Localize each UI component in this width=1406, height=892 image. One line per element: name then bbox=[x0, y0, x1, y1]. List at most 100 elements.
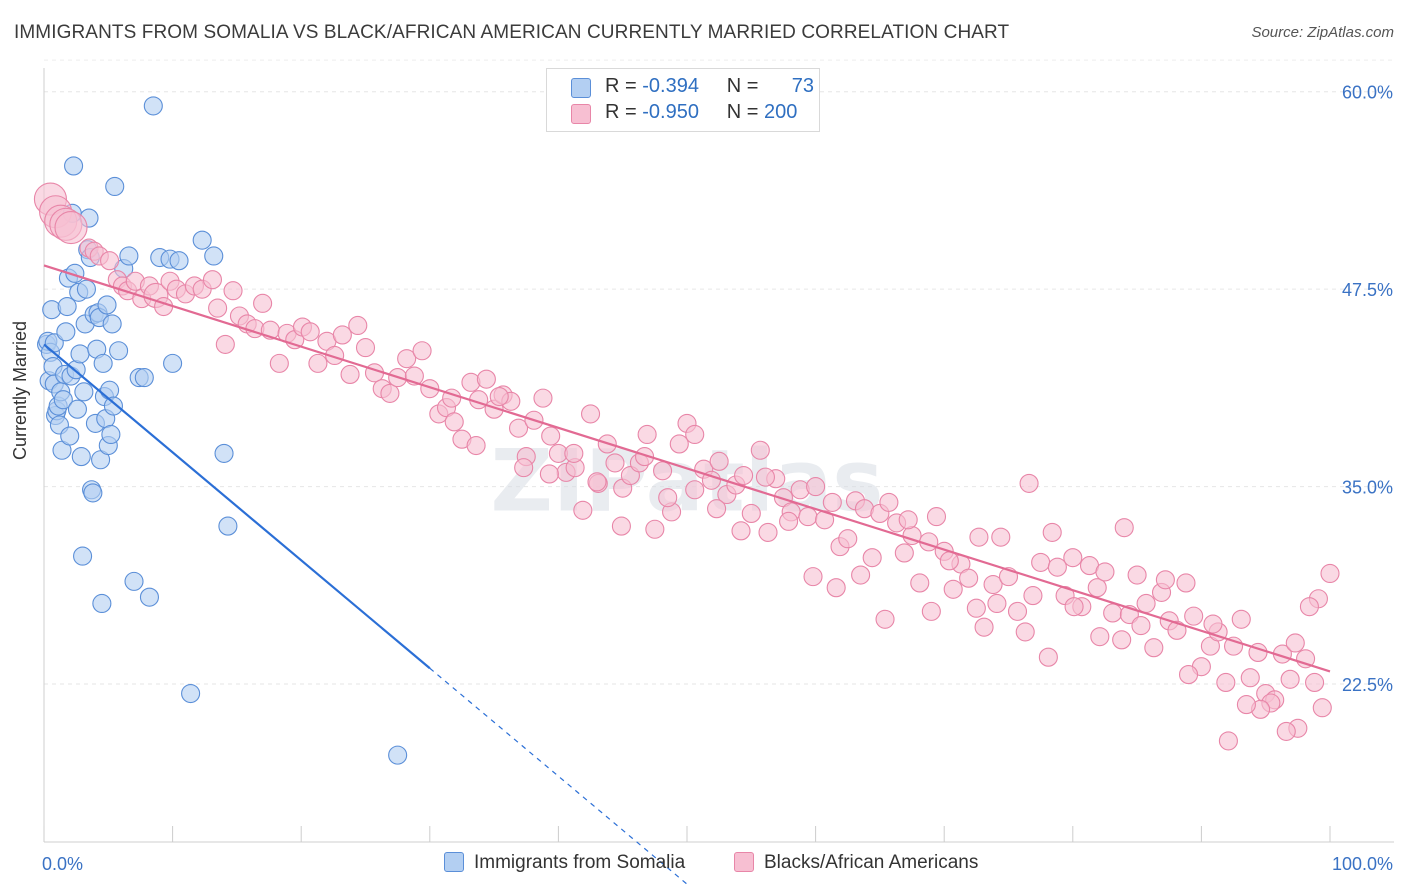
point-black bbox=[397, 349, 417, 369]
point-black bbox=[1087, 578, 1107, 598]
point-black bbox=[879, 492, 899, 512]
point-black bbox=[1015, 622, 1035, 642]
point-black bbox=[755, 467, 775, 487]
point-black bbox=[826, 578, 846, 598]
point-black bbox=[1019, 473, 1039, 493]
y-tick-label: 47.5% bbox=[1342, 280, 1393, 300]
point-somalia bbox=[181, 683, 201, 704]
point-somalia bbox=[204, 246, 224, 266]
bottom-legend-label-somalia: Immigrants from Somalia bbox=[474, 852, 686, 873]
point-black bbox=[100, 251, 120, 271]
point-somalia bbox=[64, 156, 84, 176]
point-black bbox=[806, 477, 826, 497]
point-somalia bbox=[93, 353, 113, 373]
point-somalia bbox=[134, 368, 154, 388]
point-black bbox=[1236, 695, 1256, 715]
point-black bbox=[966, 598, 986, 618]
y-tick-label: 22.5% bbox=[1342, 675, 1393, 695]
point-black bbox=[533, 388, 553, 408]
point-somalia bbox=[124, 571, 144, 591]
point-black bbox=[508, 418, 529, 438]
point-black bbox=[1176, 573, 1196, 593]
n-label: N = bbox=[726, 101, 759, 123]
point-black bbox=[269, 353, 289, 373]
point-black bbox=[580, 404, 601, 424]
point-black bbox=[875, 609, 895, 629]
point-black bbox=[1114, 518, 1134, 538]
y-axis-label: Currently Married bbox=[10, 320, 30, 460]
point-black bbox=[959, 568, 979, 588]
point-black bbox=[1007, 601, 1028, 621]
point-black bbox=[790, 480, 810, 500]
point-somalia bbox=[42, 300, 62, 320]
point-black bbox=[420, 379, 440, 399]
point-black bbox=[898, 510, 918, 530]
x-tick-label: 0.0% bbox=[42, 854, 83, 874]
n-value-black: 200 bbox=[764, 101, 798, 123]
point-somalia bbox=[97, 295, 117, 315]
point-black bbox=[1112, 630, 1132, 650]
point-black bbox=[253, 293, 273, 313]
point-black bbox=[332, 325, 352, 345]
point-black bbox=[1103, 603, 1123, 623]
point-black bbox=[564, 443, 584, 463]
point-black bbox=[1178, 665, 1199, 685]
point-somalia bbox=[218, 516, 238, 536]
r-value-black: -0.950 bbox=[642, 101, 699, 123]
point-black bbox=[894, 543, 914, 563]
point-black bbox=[685, 424, 705, 445]
point-black bbox=[1280, 669, 1300, 689]
point-somalia bbox=[163, 353, 183, 373]
point-black bbox=[798, 507, 818, 527]
point-black bbox=[1155, 570, 1175, 590]
point-black bbox=[539, 464, 559, 484]
point-black bbox=[669, 434, 689, 454]
point-black bbox=[461, 372, 481, 392]
point-black bbox=[412, 341, 432, 361]
bottom-legend-swatch-black bbox=[734, 852, 754, 872]
bottom-legend-swatch-somalia bbox=[444, 852, 464, 872]
point-black bbox=[1218, 731, 1238, 751]
point-black bbox=[587, 472, 607, 492]
point-black bbox=[645, 519, 665, 539]
point-somalia bbox=[214, 443, 234, 463]
point-black bbox=[987, 593, 1007, 614]
point-black bbox=[803, 567, 823, 587]
point-black bbox=[1090, 627, 1110, 647]
point-black bbox=[822, 492, 842, 512]
point-black bbox=[635, 447, 655, 467]
point-black bbox=[758, 522, 778, 542]
point-somalia bbox=[70, 344, 90, 364]
point-black bbox=[355, 338, 376, 358]
point-black bbox=[1127, 565, 1147, 585]
trendline-black bbox=[43, 264, 1331, 673]
point-black bbox=[1216, 672, 1236, 693]
point-black bbox=[921, 601, 941, 621]
point-black bbox=[1184, 606, 1204, 626]
point-black bbox=[1305, 672, 1325, 693]
point-black bbox=[862, 548, 882, 568]
point-black bbox=[1038, 647, 1058, 667]
x-tick-label: 100.0% bbox=[1332, 854, 1393, 874]
point-black bbox=[1095, 562, 1115, 582]
r-label: R = bbox=[605, 101, 637, 123]
point-black bbox=[939, 551, 959, 571]
point-black bbox=[489, 387, 509, 407]
point-black bbox=[974, 617, 994, 637]
point-black bbox=[741, 503, 761, 523]
point-black bbox=[926, 507, 947, 527]
point-black bbox=[444, 412, 464, 432]
trendline-somalia bbox=[43, 343, 431, 670]
point-black bbox=[707, 499, 727, 519]
point-black bbox=[943, 579, 963, 599]
point-black bbox=[611, 516, 631, 536]
point-black bbox=[969, 527, 989, 547]
point-black bbox=[340, 364, 360, 384]
legend-swatch-black bbox=[571, 104, 591, 124]
point-somalia bbox=[109, 341, 129, 361]
stats-legend: R = -0.394 N = 73 R = -0.950 N = 200 bbox=[546, 68, 820, 132]
point-black bbox=[202, 270, 223, 290]
point-black bbox=[653, 461, 673, 481]
point-somalia bbox=[103, 396, 123, 416]
point-black bbox=[1031, 552, 1051, 572]
